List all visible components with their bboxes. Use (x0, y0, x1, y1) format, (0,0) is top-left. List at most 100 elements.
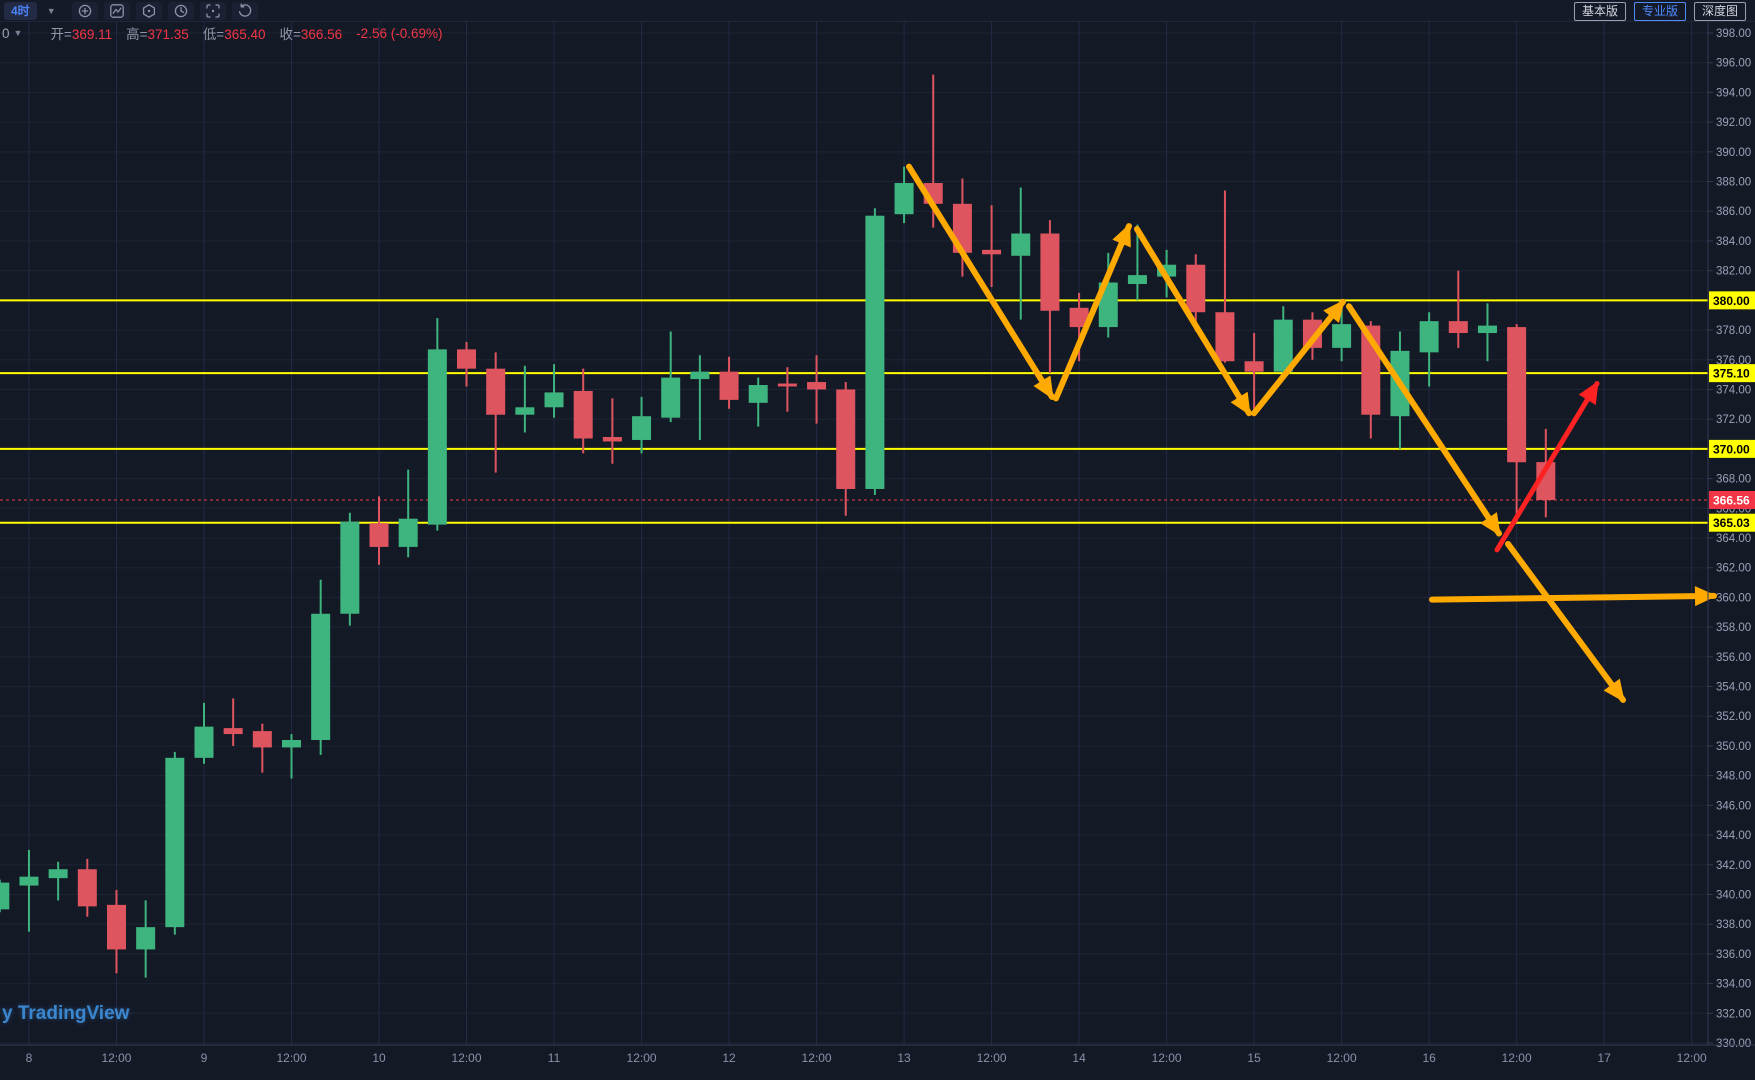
candle-body-up (48, 869, 68, 879)
candle-body-up (0, 882, 10, 910)
candle-body-down (1215, 312, 1235, 362)
trend-arrow-orange[interactable] (1505, 540, 1626, 703)
time-axis-label: 9 (201, 1051, 208, 1065)
tradingview-watermark: y TradingView (2, 1003, 130, 1024)
trend-arrow-red[interactable] (1494, 380, 1600, 553)
undo-icon[interactable] (231, 1, 258, 20)
symbol-selector[interactable]: 0 ▼ (2, 26, 22, 41)
candle-body-up (398, 518, 418, 547)
time-axis-label: 12 (722, 1051, 736, 1065)
ohlc-field-value: 366.56 (300, 27, 343, 42)
candle-body-up (427, 349, 447, 525)
mode-button-active[interactable]: 专业版 (1633, 2, 1686, 21)
candle-body-up (690, 371, 710, 380)
price-badge-label: 366.56 (1713, 493, 1750, 507)
chart-mode-buttons: 基本版 专业版 深度图 (1573, 2, 1746, 21)
price-axis-label: 364.00 (1716, 533, 1751, 545)
price-axis-label: 372.00 (1716, 414, 1751, 426)
candle-body-down (1536, 462, 1556, 500)
price-axis-label: 388.00 (1716, 177, 1751, 189)
level-price-badge (1709, 439, 1755, 458)
candle-body-up (282, 740, 301, 748)
time-axis-label: 12:00 (101, 1051, 131, 1065)
candle-body-up (1419, 321, 1439, 353)
candle-body-down (1069, 307, 1089, 328)
chart-toolbar: 4时 ▼ (0, 0, 1755, 22)
price-axis-label: 390.00 (1716, 147, 1751, 159)
candle-body-down (1448, 321, 1468, 334)
candle-body-down (106, 904, 126, 950)
candle-body-down (486, 368, 506, 415)
trend-arrow-orange[interactable] (1346, 303, 1502, 537)
price-axis-label: 346.00 (1716, 800, 1751, 812)
price-badge-label: 380.00 (1713, 294, 1750, 308)
price-axis-label: 338.00 (1716, 919, 1751, 931)
candle-body-down (1040, 233, 1060, 311)
candle-body-down (1507, 327, 1527, 463)
candle-body-down (457, 349, 477, 369)
clock-icon[interactable] (167, 1, 194, 20)
time-axis-label: 12:00 (977, 1051, 1007, 1065)
candle-body-up (1477, 325, 1497, 334)
candle-body-up (894, 183, 914, 215)
price-axis-label: 360.00 (1716, 592, 1751, 604)
mode-button-inactive[interactable]: 基本版 (1573, 2, 1626, 21)
trend-arrow-orange[interactable] (1429, 586, 1717, 607)
symbol-label: 0 (2, 25, 10, 41)
ohlc-field-label: 开= (50, 27, 72, 42)
price-axis-label: 362.00 (1716, 563, 1751, 575)
timeframe-selector[interactable]: 4时 (4, 1, 37, 20)
time-axis-label: 10 (372, 1051, 386, 1065)
trend-arrow-orange[interactable] (1251, 298, 1346, 417)
trend-arrow-orange[interactable] (1053, 223, 1132, 402)
time-axis-label: 13 (897, 1051, 911, 1065)
indicators-icon[interactable] (135, 1, 162, 20)
trend-arrow-orange[interactable] (906, 163, 1055, 400)
chart-style-icon[interactable] (103, 1, 130, 20)
candle-body-up (661, 377, 681, 418)
price-axis-label: 386.00 (1716, 206, 1751, 218)
candle-body-down (1302, 319, 1322, 348)
candle-body-up (1332, 324, 1352, 348)
price-axis-label: 368.00 (1716, 474, 1751, 486)
candle-body-up (340, 521, 360, 614)
time-axis-label: 16 (1422, 1051, 1436, 1065)
level-price-badge (1709, 513, 1755, 532)
price-axis-label: 352.00 (1716, 711, 1751, 723)
price-badge-label: 365.03 (1713, 516, 1750, 530)
candle-body-up (19, 876, 39, 886)
time-axis-label: 8 (26, 1051, 33, 1065)
candle-body-up (136, 927, 156, 950)
price-axis-label: 394.00 (1716, 87, 1751, 99)
candle-body-up (865, 215, 885, 489)
price-axis-label: 342.00 (1716, 860, 1751, 872)
time-axis-label: 12:00 (627, 1051, 657, 1065)
screenshot-icon[interactable] (199, 1, 226, 20)
price-axis-label: 392.00 (1716, 117, 1751, 129)
chevron-down-icon[interactable]: ▼ (46, 5, 56, 16)
time-axis-label: 12:00 (1502, 1051, 1532, 1065)
price-axis-label: 358.00 (1716, 622, 1751, 634)
candle-body-down (1186, 264, 1206, 313)
level-price-badge (1709, 364, 1755, 383)
price-axis-label: 374.00 (1716, 384, 1751, 396)
trend-arrow-orange[interactable] (1134, 226, 1252, 417)
price-axis-label: 354.00 (1716, 682, 1751, 694)
time-axis-label: 12:00 (1327, 1051, 1357, 1065)
price-axis-label: 378.00 (1716, 325, 1751, 337)
price-badge-label: 370.00 (1713, 442, 1750, 456)
candle-body-up (632, 416, 652, 440)
plus-circle-icon[interactable] (71, 1, 98, 20)
ohlc-field-value: 369.11 (71, 27, 113, 42)
toolbar-icon-strip (66, 1, 258, 20)
candle-body-down (252, 731, 272, 748)
price-axis-label: 350.00 (1716, 741, 1751, 753)
price-axis-label: 332.00 (1716, 1008, 1751, 1020)
price-change: -2.56 (-0.69%) (356, 25, 443, 41)
mode-button-inactive[interactable]: 深度图 (1693, 2, 1746, 21)
quote-row: 0 ▼ 开=369.11 高=371.35 低=365.40 收=366.56 -2.… (2, 24, 443, 43)
price-axis-label: 330.00 (1716, 1038, 1751, 1050)
time-axis-label: 12:00 (1152, 1051, 1182, 1065)
price-axis-label: 398.00 (1716, 28, 1751, 40)
